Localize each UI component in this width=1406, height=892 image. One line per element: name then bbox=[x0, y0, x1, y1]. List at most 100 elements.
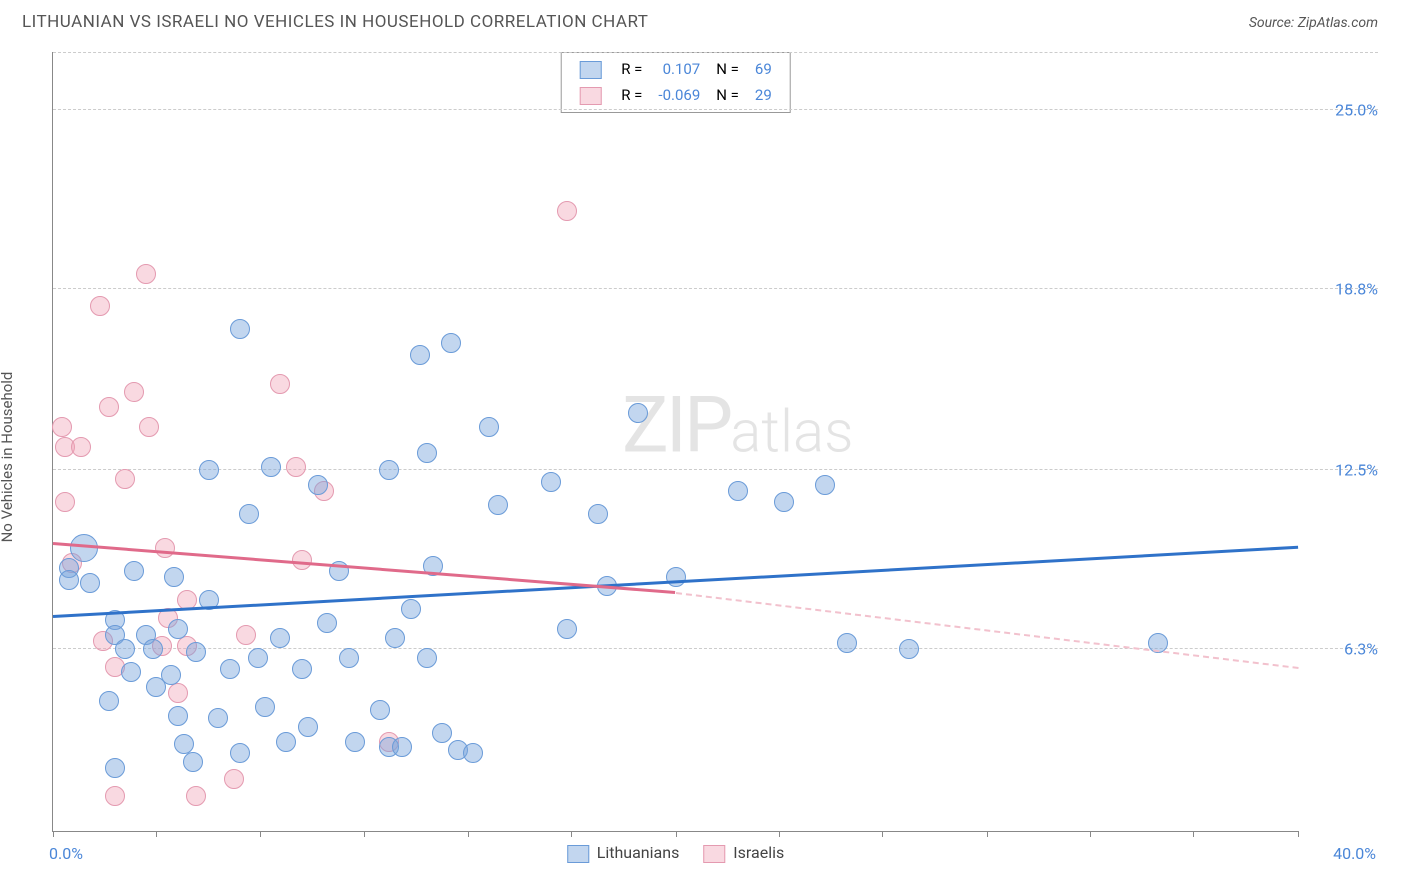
data-point bbox=[557, 619, 577, 639]
data-point bbox=[208, 708, 228, 728]
data-point bbox=[815, 475, 835, 495]
data-point bbox=[143, 639, 163, 659]
data-point bbox=[199, 460, 219, 480]
gridline bbox=[53, 109, 1378, 110]
data-point bbox=[432, 723, 452, 743]
data-point bbox=[379, 460, 399, 480]
data-point bbox=[488, 495, 508, 515]
plot-area: ZIPatlas R = 0.107 N = 69 R = -0.069 N =… bbox=[52, 52, 1298, 832]
series-legend: Lithuanians Israelis bbox=[567, 843, 785, 863]
gridline bbox=[53, 469, 1378, 470]
data-point bbox=[463, 743, 483, 763]
data-point bbox=[139, 417, 159, 437]
data-point bbox=[588, 504, 608, 524]
data-point bbox=[270, 628, 290, 648]
data-point bbox=[308, 475, 328, 495]
r-value-israelis: -0.069 bbox=[650, 83, 708, 109]
data-point bbox=[124, 561, 144, 581]
data-point bbox=[121, 662, 141, 682]
data-point bbox=[99, 691, 119, 711]
chart-title: LITHUANIAN VS ISRAELI NO VEHICLES IN HOU… bbox=[22, 12, 648, 32]
x-tick bbox=[1090, 831, 1091, 837]
watermark: ZIPatlas bbox=[622, 380, 853, 471]
x-axis-min-label: 0.0% bbox=[49, 844, 83, 863]
r-value-lithuanians: 0.107 bbox=[650, 57, 708, 83]
x-tick bbox=[571, 831, 572, 837]
x-tick bbox=[882, 831, 883, 837]
x-tick bbox=[1193, 831, 1194, 837]
data-point bbox=[417, 648, 437, 668]
y-tick-label: 25.0% bbox=[1303, 100, 1378, 119]
gridline bbox=[53, 288, 1378, 289]
data-point bbox=[230, 319, 250, 339]
data-point bbox=[410, 345, 430, 365]
swatch-israelis bbox=[579, 87, 601, 105]
data-point bbox=[728, 481, 748, 501]
data-point bbox=[286, 457, 306, 477]
x-tick bbox=[468, 831, 469, 837]
source-attribution: Source: ZipAtlas.com bbox=[1249, 15, 1378, 31]
data-point bbox=[557, 201, 577, 221]
data-point bbox=[168, 619, 188, 639]
chart-container: No Vehicles in Household ZIPatlas R = 0.… bbox=[22, 42, 1378, 872]
data-point bbox=[186, 642, 206, 662]
data-point bbox=[270, 374, 290, 394]
data-point bbox=[155, 538, 175, 558]
data-point bbox=[837, 633, 857, 653]
data-point bbox=[239, 504, 259, 524]
data-point bbox=[168, 706, 188, 726]
legend-item-lithuanians: Lithuanians bbox=[567, 843, 680, 863]
swatch-israelis-icon bbox=[703, 845, 725, 863]
n-value-lithuanians: 69 bbox=[747, 57, 780, 83]
data-point bbox=[541, 472, 561, 492]
data-point bbox=[105, 786, 125, 806]
data-point bbox=[666, 567, 686, 587]
data-point bbox=[628, 403, 648, 423]
trend-line bbox=[675, 592, 1298, 669]
data-point bbox=[392, 737, 412, 757]
data-point bbox=[71, 437, 91, 457]
x-tick bbox=[987, 831, 988, 837]
stats-row-israelis: R = -0.069 N = 29 bbox=[571, 83, 780, 109]
data-point bbox=[248, 648, 268, 668]
data-point bbox=[236, 625, 256, 645]
data-point bbox=[292, 659, 312, 679]
data-point bbox=[479, 417, 499, 437]
data-point bbox=[339, 648, 359, 668]
data-point bbox=[441, 333, 461, 353]
x-tick bbox=[156, 831, 157, 837]
data-point bbox=[224, 769, 244, 789]
data-point bbox=[899, 639, 919, 659]
x-axis-max-label: 40.0% bbox=[1333, 844, 1376, 863]
swatch-lithuanians-icon bbox=[567, 845, 589, 863]
data-point bbox=[261, 457, 281, 477]
data-point bbox=[220, 659, 240, 679]
data-point bbox=[80, 573, 100, 593]
data-point bbox=[345, 732, 365, 752]
x-tick bbox=[364, 831, 365, 837]
data-point bbox=[255, 697, 275, 717]
stats-legend: R = 0.107 N = 69 R = -0.069 N = 29 bbox=[560, 52, 791, 113]
data-point bbox=[230, 743, 250, 763]
data-point bbox=[90, 296, 110, 316]
data-point bbox=[115, 469, 135, 489]
x-tick bbox=[1298, 831, 1299, 837]
data-point bbox=[124, 382, 144, 402]
source-link[interactable]: ZipAtlas.com bbox=[1298, 15, 1378, 31]
legend-item-israelis: Israelis bbox=[703, 843, 784, 863]
data-point bbox=[401, 599, 421, 619]
data-point bbox=[105, 758, 125, 778]
data-point bbox=[136, 264, 156, 284]
y-tick-label: 18.8% bbox=[1303, 279, 1378, 298]
data-point bbox=[161, 665, 181, 685]
data-point bbox=[174, 734, 194, 754]
data-point bbox=[99, 397, 119, 417]
swatch-lithuanians bbox=[579, 61, 601, 79]
x-tick bbox=[779, 831, 780, 837]
data-point bbox=[370, 700, 390, 720]
data-point bbox=[774, 492, 794, 512]
data-point bbox=[276, 732, 296, 752]
data-point bbox=[183, 752, 203, 772]
data-point bbox=[385, 628, 405, 648]
data-point bbox=[55, 492, 75, 512]
